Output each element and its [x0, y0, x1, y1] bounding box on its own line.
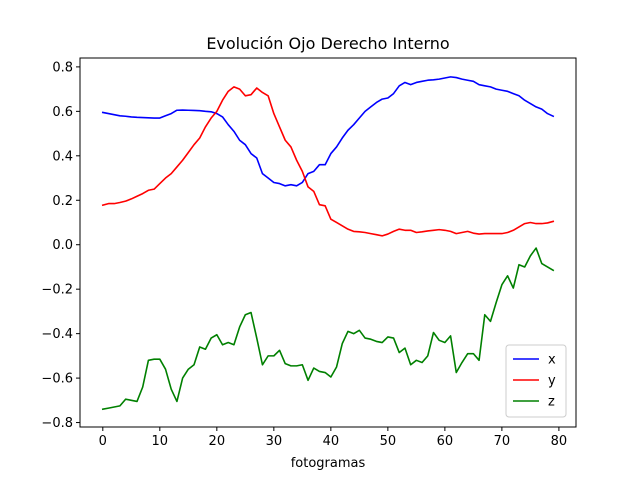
series-line-x — [101, 76, 555, 187]
x-tick-label: 50 — [380, 434, 397, 449]
x-axis-label: fotogramas — [291, 456, 366, 471]
axes-frame — [79, 57, 577, 428]
x-tick-label: 70 — [494, 434, 511, 449]
series-line-y — [101, 86, 555, 237]
series-lines — [101, 76, 555, 411]
y-tick-label: 0.4 — [52, 149, 73, 164]
x-tick-label: 60 — [437, 434, 454, 449]
y-tick-label: 0.2 — [52, 194, 73, 209]
chart-title: Evolución Ojo Derecho Interno — [206, 34, 449, 53]
y-tick-label: −0.8 — [41, 416, 73, 431]
x-tick-label: 40 — [323, 434, 340, 449]
x-tick-label: 30 — [266, 434, 283, 449]
legend-label-z: z — [548, 395, 555, 410]
y-tick-label: 0.6 — [52, 105, 73, 120]
x-tick-label: 0 — [99, 434, 107, 449]
plot-area: 0 10 20 30 40 50 60 70 80 −0.8 −0.6 −0.4 −0.2 0.0 0.2 0… — [41, 57, 577, 449]
x-tick-label: 80 — [551, 434, 568, 449]
y-tick-label: −0.6 — [41, 372, 73, 387]
series-line-z — [101, 247, 555, 411]
y-tick-label: −0.4 — [41, 327, 73, 342]
y-tick-label: 0.0 — [52, 238, 73, 253]
legend-label-x: x — [548, 353, 556, 368]
legend-label-y: y — [548, 374, 556, 389]
y-tick-label: −0.2 — [41, 283, 73, 298]
y-tick-label: 0.8 — [52, 60, 73, 75]
x-tick-label: 20 — [209, 434, 226, 449]
legend-box — [505, 344, 567, 418]
x-tick-label: 10 — [152, 434, 169, 449]
legend: xyz — [505, 344, 567, 418]
